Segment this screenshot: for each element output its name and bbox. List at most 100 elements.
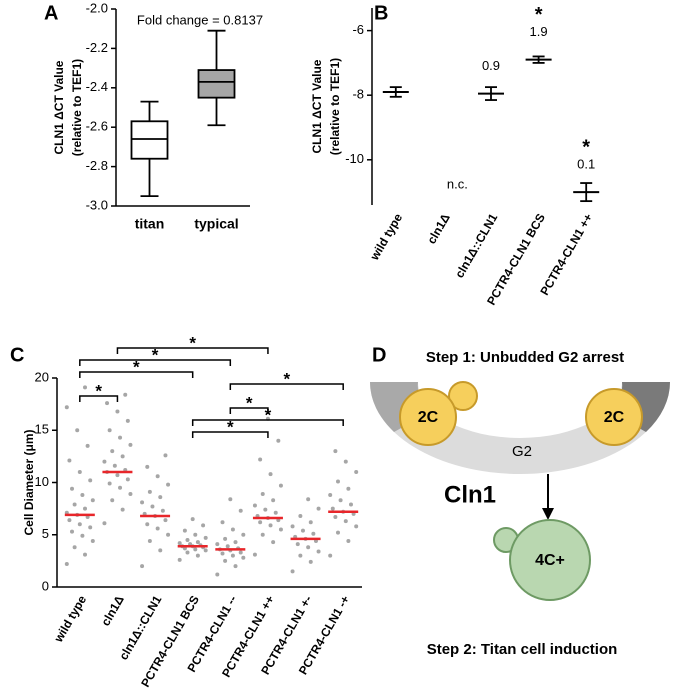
data-point — [182, 528, 187, 533]
data-point — [72, 502, 77, 507]
y-tick-label: -2.6 — [86, 119, 108, 134]
data-point — [193, 547, 198, 552]
step-title: Step 2: Titan cell induction — [427, 641, 618, 658]
significance: * — [535, 4, 543, 26]
data-point — [102, 521, 107, 526]
y-tick-label: -2.0 — [86, 0, 108, 15]
bud — [448, 381, 478, 411]
data-point — [220, 551, 225, 556]
data-point — [158, 495, 163, 500]
diagram: Step 1: Unbudded G2 arrest 2C 2C G2 Cln1… — [369, 349, 671, 658]
data-point — [123, 392, 128, 397]
data-point — [268, 523, 273, 528]
data-point — [125, 477, 130, 482]
data-point — [223, 536, 228, 541]
annotation: Fold change = 0.8137 — [137, 12, 263, 27]
data-point — [64, 405, 69, 410]
data-point — [335, 530, 340, 535]
data-point — [115, 473, 120, 478]
data-point — [80, 533, 85, 538]
cell — [399, 388, 457, 446]
data-point — [271, 540, 276, 545]
data-point — [203, 535, 208, 540]
y-axis-label: Cell Diameter (μm) — [22, 429, 36, 535]
y-tick-label: 0 — [42, 578, 49, 593]
y-tick-label: -2.4 — [86, 79, 108, 94]
data-point — [195, 540, 200, 545]
data-point — [311, 531, 316, 536]
panel-label: C — [10, 344, 24, 366]
data-point — [263, 507, 268, 512]
data-point — [233, 564, 238, 569]
x-tick-label: cln1Δ — [98, 593, 127, 629]
cell — [585, 388, 643, 446]
y-tick-label: -3.0 — [86, 197, 108, 212]
data-point — [260, 491, 265, 496]
data-point — [223, 558, 228, 563]
significance-bracket — [229, 383, 344, 390]
y-tick-label: -6 — [352, 22, 364, 37]
data-point — [120, 454, 125, 459]
data-point — [316, 549, 321, 554]
data-point — [215, 572, 220, 577]
data-point — [333, 449, 338, 454]
data-point — [80, 493, 85, 498]
y-axis-label: CLN1 ΔCT Value — [310, 59, 324, 153]
data-point — [228, 497, 233, 502]
data-point — [107, 428, 112, 433]
data-point — [343, 459, 348, 464]
significance-bracket — [116, 347, 269, 354]
data-point — [163, 518, 168, 523]
data-point — [333, 514, 338, 519]
x-tick-label: wild type — [51, 593, 89, 646]
significance: * — [227, 417, 234, 436]
data-point — [158, 548, 163, 553]
data-point — [115, 409, 120, 414]
y-tick-label: 15 — [35, 422, 49, 437]
data-point — [241, 555, 246, 560]
y-tick-label: -2.2 — [86, 40, 108, 55]
data-point — [252, 552, 257, 557]
data-point — [185, 537, 190, 542]
data-point — [300, 528, 305, 533]
data-point — [335, 479, 340, 484]
data-point — [195, 553, 200, 558]
data-point — [72, 545, 77, 550]
significance: * — [246, 393, 253, 412]
data-point — [128, 491, 133, 496]
data-point — [147, 489, 152, 494]
significance: * — [283, 369, 290, 388]
titan-cell — [509, 519, 591, 601]
significance: * — [152, 345, 159, 364]
data-point — [290, 569, 295, 574]
data-point — [85, 443, 90, 448]
significance-bracket — [191, 431, 269, 438]
data-point — [258, 457, 263, 462]
phase-label: G2 — [512, 443, 532, 460]
cycle-arc — [370, 382, 670, 474]
data-point — [258, 520, 263, 525]
data-point — [166, 532, 171, 537]
y-tick-label: 5 — [42, 526, 49, 541]
y-tick-label: -10 — [345, 151, 364, 166]
data-point — [88, 478, 93, 483]
x-tick-label: cln1Δ::CLN1 — [452, 211, 500, 281]
data-point — [140, 500, 145, 505]
data-point — [70, 486, 75, 491]
data-point — [298, 553, 303, 558]
data-point — [125, 418, 130, 423]
data-point — [241, 532, 246, 537]
data-point — [225, 544, 230, 549]
y-tick-label: -8 — [352, 87, 364, 102]
cell-label: 2C — [418, 409, 439, 426]
data-point — [70, 529, 75, 534]
data-point — [338, 498, 343, 503]
data-point — [290, 524, 295, 529]
panel-label: B — [374, 2, 388, 24]
data-point — [160, 508, 165, 513]
x-tick-label: typical — [194, 216, 238, 232]
data-point — [308, 559, 313, 564]
data-point — [90, 539, 95, 544]
data-point — [107, 481, 112, 486]
